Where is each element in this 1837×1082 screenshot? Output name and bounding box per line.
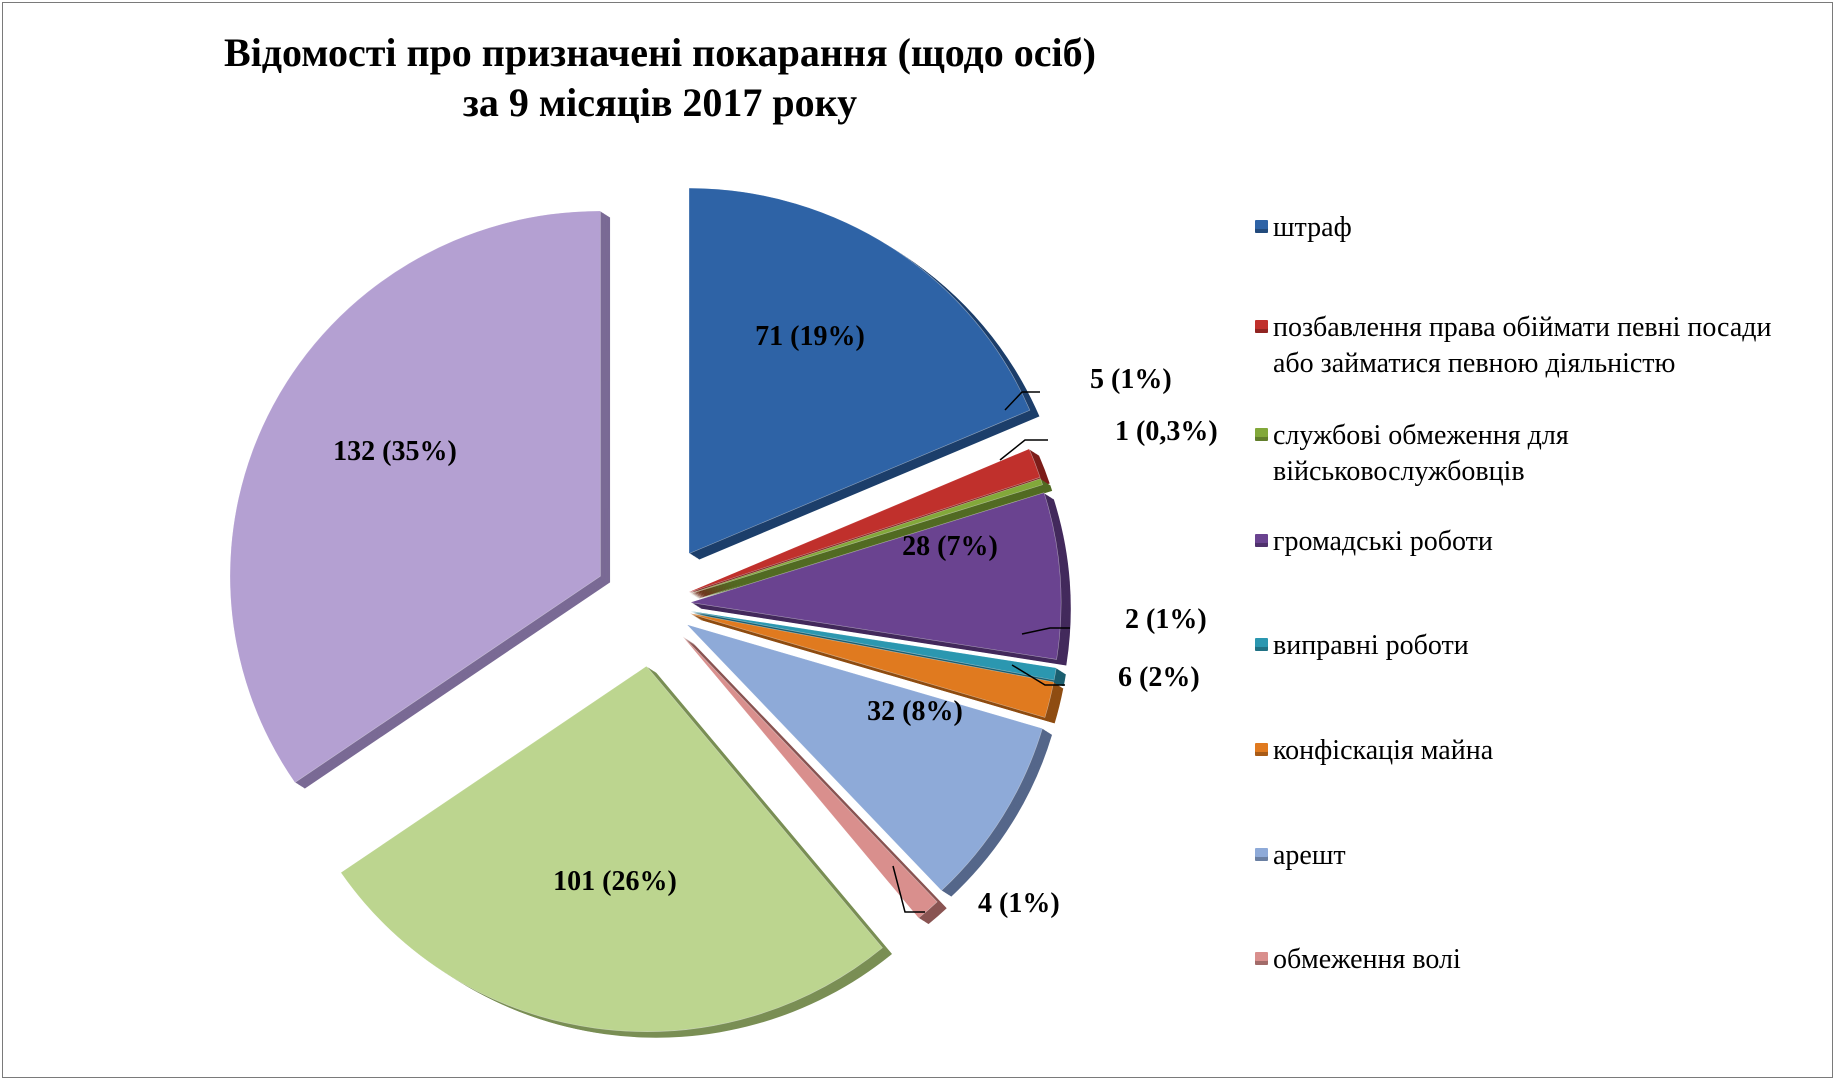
legend-item-service-restrictions: службові обмеження для військовослужбовц… xyxy=(1255,418,1673,490)
pie-slice-shade xyxy=(688,449,1040,593)
legend-label-community-service: громадські роботи xyxy=(1273,526,1493,557)
pie-slice-shade xyxy=(687,624,1043,891)
data-label-leader-5 xyxy=(1011,664,1065,686)
data-label-4: 2 (1%) xyxy=(1125,604,1207,635)
legend-swatch-confiscation xyxy=(1255,743,1268,756)
data-label-leader-2 xyxy=(999,439,1048,461)
data-label-8: 101 (26%) xyxy=(553,866,677,897)
chart-title-line-2: за 9 місяців 2017 року xyxy=(462,80,858,125)
data-label-leader-7 xyxy=(892,865,925,913)
legend-swatch-service-restrictions xyxy=(1255,428,1268,441)
legend-item-arrest: арешт xyxy=(1255,838,1793,874)
legend-item-community-service: громадські роботи xyxy=(1255,524,1793,560)
data-label-2: 1 (0,3%) xyxy=(1115,416,1218,447)
pie-slice-shade xyxy=(689,613,1054,718)
pie-slice-shade xyxy=(689,478,1043,594)
legend-label-fine: штраф xyxy=(1273,212,1352,243)
data-label-leader-4 xyxy=(1021,627,1070,635)
data-label-0: 71 (19%) xyxy=(755,321,865,352)
legend-swatch-restriction-of-liberty xyxy=(1255,952,1268,965)
legend-label-service-restrictions: службові обмеження для військовослужбовц… xyxy=(1273,420,1569,487)
data-label-7: 4 (1%) xyxy=(978,888,1060,919)
legend-swatch-fine xyxy=(1255,220,1268,233)
legend-item-fine: штраф xyxy=(1255,210,1793,246)
chart-legend: штраф позбавлення права обіймати певні п… xyxy=(1255,0,1835,1082)
pie-slice-shade xyxy=(689,188,1030,554)
legend-label-confiscation: конфіскація майна xyxy=(1273,735,1494,766)
pie-slice-shade xyxy=(341,666,883,1032)
data-label-1: 5 (1%) xyxy=(1090,364,1172,395)
legend-label-deprivation-of-right: позбавлення права обіймати певні посади … xyxy=(1273,312,1772,379)
legend-label-correctional-labor: виправні роботи xyxy=(1273,630,1469,661)
pie-slice-shade xyxy=(690,611,1056,680)
legend-swatch-correctional-labor xyxy=(1255,638,1268,651)
data-label-3: 28 (7%) xyxy=(902,531,998,562)
legend-swatch-community-service xyxy=(1255,534,1268,547)
legend-label-arrest: арешт xyxy=(1273,840,1346,871)
legend-item-confiscation: конфіскація майна xyxy=(1255,733,1793,769)
chart-title-line-1: Відомості про призначені покарання (щодо… xyxy=(224,30,1096,75)
data-label-leader-1 xyxy=(1004,391,1040,411)
pie-slice-shade xyxy=(690,492,1061,660)
legend-item-restriction-of-liberty: обмеження волі xyxy=(1255,942,1793,978)
pie-slice-shade xyxy=(682,636,937,918)
legend-swatch-arrest xyxy=(1255,848,1268,861)
data-label-5: 6 (2%) xyxy=(1118,662,1200,693)
legend-item-correctional-labor: виправні роботи xyxy=(1255,628,1793,664)
legend-item-deprivation-of-right: позбавлення права обіймати певні посади … xyxy=(1255,310,1773,382)
data-label-9: 132 (35%) xyxy=(333,436,457,467)
data-label-6: 32 (8%) xyxy=(867,696,963,727)
legend-swatch-deprivation-of-right xyxy=(1255,320,1268,333)
legend-label-restriction-of-liberty: обмеження волі xyxy=(1273,944,1461,975)
chart-title: Відомості про призначені покарання (щодо… xyxy=(0,28,1320,128)
pie-slice-shade xyxy=(230,211,601,783)
